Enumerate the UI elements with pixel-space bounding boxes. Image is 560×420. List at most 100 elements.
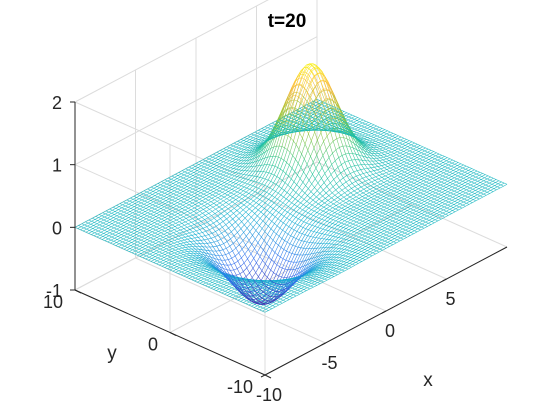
mesh-line-y xyxy=(194,237,199,239)
mesh-line-y xyxy=(116,240,121,243)
mesh-line-y xyxy=(416,219,421,222)
mesh-line-y xyxy=(234,296,239,300)
mesh-line-y xyxy=(162,197,167,200)
mesh-line-y xyxy=(189,228,194,230)
mesh-line-y xyxy=(271,252,276,261)
mesh-line-y xyxy=(207,186,212,190)
mesh-line-y xyxy=(393,229,397,232)
mesh-line-y xyxy=(292,286,296,289)
mesh-line-y xyxy=(352,175,357,179)
mesh-line-y xyxy=(137,239,142,243)
mesh-line-y xyxy=(420,164,425,167)
mesh-line-y xyxy=(386,195,390,199)
mesh-line-y xyxy=(179,219,183,222)
mesh-line-y xyxy=(328,272,333,275)
mesh-line-y xyxy=(386,157,390,160)
mesh-line-y xyxy=(472,187,477,190)
mesh-line-y xyxy=(454,209,459,213)
mesh-line-y xyxy=(388,210,393,213)
mesh-line-y xyxy=(262,306,267,309)
mesh-line-y xyxy=(266,237,271,244)
mesh-line-y xyxy=(180,228,185,231)
mesh-line-y xyxy=(250,258,254,264)
mesh-line-y xyxy=(349,177,354,181)
mesh-line-y xyxy=(300,103,305,108)
mesh-line-y xyxy=(382,149,386,151)
mesh-line-y xyxy=(265,193,270,198)
mesh-line-y xyxy=(183,214,187,217)
mesh-line-y xyxy=(108,223,113,226)
mesh-line-y xyxy=(284,206,289,211)
mesh-line-y xyxy=(367,181,372,184)
mesh-line-y xyxy=(312,196,317,201)
mesh-line-y xyxy=(364,168,368,170)
mesh-line-y xyxy=(357,199,362,202)
mesh-line-y xyxy=(412,163,416,166)
mesh-line-y xyxy=(292,238,297,246)
mesh-line-y xyxy=(108,236,112,240)
mesh-line-y xyxy=(397,149,402,153)
mesh-line-y xyxy=(166,181,171,185)
mesh-line-y xyxy=(380,132,385,135)
mesh-line-y xyxy=(290,254,295,263)
mesh-line-y xyxy=(174,238,179,241)
mesh-line-y xyxy=(196,263,200,265)
mesh-line-y xyxy=(181,270,186,273)
mesh-line-y xyxy=(236,193,241,196)
mesh-line-y xyxy=(465,204,470,207)
mesh-line-y xyxy=(394,135,399,138)
mesh-line-y xyxy=(300,158,305,168)
mesh-line-y xyxy=(184,268,189,271)
mesh-line-y xyxy=(161,264,166,267)
mesh-line-y xyxy=(301,283,306,286)
mesh-line-y xyxy=(366,251,371,254)
mesh-line-y xyxy=(396,152,401,156)
mesh-line-y xyxy=(220,182,225,185)
mesh-line-y xyxy=(415,209,420,212)
mesh-line-y xyxy=(402,139,407,142)
mesh-line-y xyxy=(449,159,453,163)
mesh-line-y xyxy=(174,185,179,188)
mesh-line-y xyxy=(414,215,419,218)
mesh-line-y xyxy=(383,169,387,172)
mesh-line-y xyxy=(337,248,342,252)
mesh-line-y xyxy=(176,243,181,245)
mesh-line-y xyxy=(425,196,429,199)
mesh-line-y xyxy=(406,221,411,225)
mesh-line-y xyxy=(415,148,420,151)
mesh-line-y xyxy=(170,255,174,258)
mesh-line-y xyxy=(205,234,209,236)
mesh-line-y xyxy=(231,255,236,259)
mesh-line-y xyxy=(419,183,423,186)
mesh-line-y xyxy=(224,166,229,170)
mesh-line-y xyxy=(295,239,300,247)
mesh-line-y xyxy=(212,155,217,158)
mesh-line-y xyxy=(412,224,417,227)
mesh-line-y xyxy=(265,256,270,265)
mesh-line-y xyxy=(422,205,427,208)
mesh-line-y xyxy=(246,166,251,171)
mesh-line-y xyxy=(213,175,218,179)
mesh-line-y xyxy=(251,170,256,176)
mesh-line-y xyxy=(297,247,302,255)
mesh-line-y xyxy=(143,225,148,229)
mesh-line-y xyxy=(342,202,346,206)
mesh-line-y xyxy=(424,172,429,175)
mesh-line-y xyxy=(335,221,339,225)
mesh-line-y xyxy=(216,244,221,247)
mesh-line-y xyxy=(244,220,249,226)
mesh-line-y xyxy=(363,202,368,205)
mesh-line-y xyxy=(144,222,149,226)
mesh-line-y xyxy=(334,167,339,171)
mesh-line-y xyxy=(249,166,254,172)
mesh-line-y xyxy=(116,227,121,230)
mesh-line-y xyxy=(327,256,332,261)
mesh-line-y xyxy=(451,201,455,204)
mesh-line-y xyxy=(346,250,350,254)
mesh-line-y xyxy=(414,228,419,231)
mesh-line-y xyxy=(170,252,175,255)
mesh-line-y xyxy=(406,235,411,238)
mesh-line-y xyxy=(476,171,481,175)
mesh-line-y xyxy=(136,195,141,198)
mesh-line-y xyxy=(218,167,223,171)
